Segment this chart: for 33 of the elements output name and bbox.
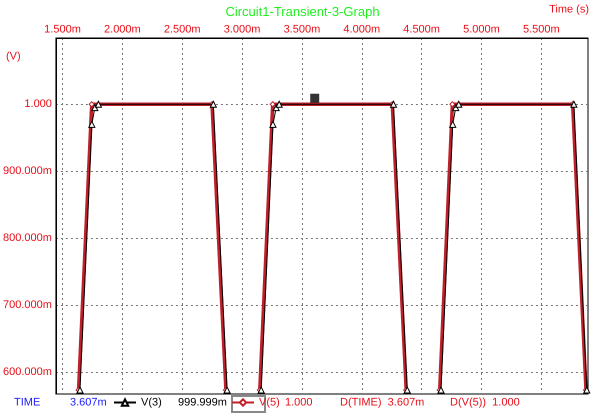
text: D(V(5)) 1.000: [450, 396, 520, 408]
x-tick-label: 3.000m: [224, 24, 260, 36]
y-tick-label: 600.000m: [2, 366, 52, 378]
point: [455, 100, 462, 108]
point: [269, 120, 276, 128]
x-tick-label: 2.000m: [104, 24, 141, 36]
chart-title: Circuit1-Transient-3-Graph: [225, 4, 380, 19]
legend-label: V(3): [141, 396, 162, 408]
x-tick-label: 3.500m: [284, 24, 320, 36]
point: [276, 100, 283, 108]
text: D(TIME) 3.607m: [340, 396, 424, 408]
point: [449, 120, 456, 128]
y-tick-label: 700.000m: [2, 299, 52, 311]
legend-label: V(5): [259, 396, 280, 408]
x-axis-title: Time (s): [549, 4, 590, 16]
y-tick-label: 900.000m: [2, 165, 52, 178]
text: 1.000: [285, 396, 313, 408]
y-tick-label: 1.000: [24, 98, 52, 110]
point: [88, 120, 96, 128]
x-tick-label: 5.500m: [522, 24, 560, 36]
text: 999.999m: [178, 396, 227, 408]
x-tick-label: 2.500m: [164, 24, 201, 36]
x-tick-label: 5.000m: [463, 24, 500, 36]
text: 3.607m: [70, 396, 107, 408]
x-tick-label: 4.500m: [403, 24, 440, 36]
x-tick-label: 4.000m: [343, 24, 380, 36]
x-tick-label: 1.500m: [44, 24, 81, 36]
y-axis-title: (V): [6, 50, 21, 62]
point: [310, 94, 320, 103]
y-tick-label: 800.000m: [2, 232, 52, 244]
text: TIME: [14, 396, 40, 408]
point: [91, 104, 98, 112]
point: [94, 100, 102, 108]
